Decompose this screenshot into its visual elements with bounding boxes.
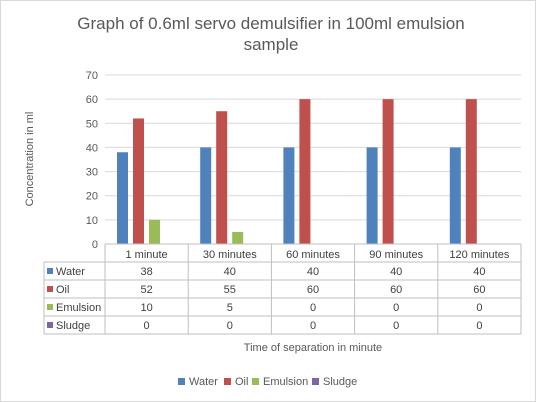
- legend-swatch-emulsion: [252, 378, 259, 385]
- x-tick-label-3: 60 minutes: [286, 249, 340, 261]
- gridlines: [105, 74, 521, 221]
- table-key-emulsion: [47, 304, 53, 310]
- bar-oil-1: [133, 118, 144, 244]
- legend-label-water: Water: [189, 376, 218, 388]
- data-label-sludge-2: 0: [227, 320, 233, 332]
- x-tick-label-4: 90 minutes: [369, 249, 423, 261]
- data-label-oil-3: 60: [307, 284, 319, 296]
- legend-swatch-oil: [224, 378, 231, 385]
- data-label-sludge-5: 0: [476, 320, 482, 332]
- legend-label-emulsion: Emulsion: [263, 376, 308, 388]
- table-key-water: [47, 268, 53, 274]
- y-tick-70: 70: [86, 70, 98, 82]
- data-label-oil-5: 60: [473, 284, 485, 296]
- table-row-label-water: Water: [56, 266, 85, 278]
- table-row-label-oil: Oil: [56, 284, 69, 296]
- data-label-emulsion-5: 0: [476, 302, 482, 314]
- bar-water-5: [449, 147, 461, 244]
- data-label-water-1: 38: [140, 266, 152, 278]
- data-label-water-5: 40: [473, 266, 485, 278]
- bars: [117, 99, 477, 245]
- y-tick-20: 20: [86, 191, 98, 203]
- y-tick-40: 40: [86, 142, 98, 154]
- legend-swatch-sludge: [312, 378, 319, 385]
- data-label-oil-4: 60: [390, 284, 402, 296]
- data-label-water-4: 40: [390, 266, 402, 278]
- data-label-emulsion-3: 0: [310, 302, 316, 314]
- table-row-label-emulsion: Emulsion: [56, 302, 101, 314]
- y-tick-labels: 0 10 20 30 40 50 60 70: [86, 70, 98, 251]
- data-label-emulsion-4: 0: [393, 302, 399, 314]
- y-tick-10: 10: [86, 215, 98, 227]
- x-tick-label-2: 30 minutes: [203, 249, 257, 261]
- table-row-label-sludge: Sludge: [56, 320, 90, 332]
- x-axis-label: Time of separation in minute: [244, 342, 382, 354]
- data-label-oil-2: 55: [224, 284, 236, 296]
- bar-water-2: [200, 147, 212, 244]
- y-tick-0: 0: [92, 239, 98, 251]
- bar-oil-2: [216, 111, 228, 244]
- y-axis-label: Concentration in ml: [24, 112, 36, 207]
- x-tick-label-5: 120 minutes: [449, 249, 509, 261]
- bar-water-4: [366, 147, 378, 244]
- legend-label-sludge: Sludge: [323, 376, 357, 388]
- bar-emulsion-2: [232, 231, 244, 244]
- bar-oil-3: [299, 99, 311, 245]
- legend: Water Oil Emulsion Sludge: [178, 376, 357, 388]
- x-tick-label-1: 1 minute: [125, 249, 167, 261]
- bar-emulsion-1: [149, 219, 160, 244]
- data-table: 1 minute 30 minutes 60 minutes 90 minutes 12…: [43, 243, 522, 335]
- data-label-sludge-3: 0: [310, 320, 316, 332]
- data-label-water-2: 40: [224, 266, 236, 278]
- data-label-sludge-1: 0: [144, 320, 150, 332]
- data-label-oil-1: 52: [140, 284, 152, 296]
- table-key-oil: [47, 286, 53, 292]
- legend-label-oil: Oil: [235, 376, 248, 388]
- bar-oil-4: [382, 99, 394, 245]
- y-tick-50: 50: [86, 118, 98, 130]
- chart-title: Graph of 0.6ml servo demulsifier in 100m…: [77, 14, 464, 54]
- chart-title-line-2: sample: [244, 35, 299, 54]
- table-key-sludge: [47, 322, 53, 328]
- bar-water-1: [117, 152, 128, 244]
- y-tick-30: 30: [86, 167, 98, 179]
- data-label-emulsion-1: 10: [140, 302, 152, 314]
- legend-swatch-water: [178, 378, 185, 385]
- bar-water-3: [283, 147, 295, 244]
- y-tick-60: 60: [86, 94, 98, 106]
- chart-title-line-1: Graph of 0.6ml servo demulsifier in 100m…: [77, 14, 464, 33]
- bar-oil-5: [465, 99, 477, 245]
- data-label-water-3: 40: [307, 266, 319, 278]
- data-label-sludge-4: 0: [393, 320, 399, 332]
- data-label-emulsion-2: 5: [227, 302, 233, 314]
